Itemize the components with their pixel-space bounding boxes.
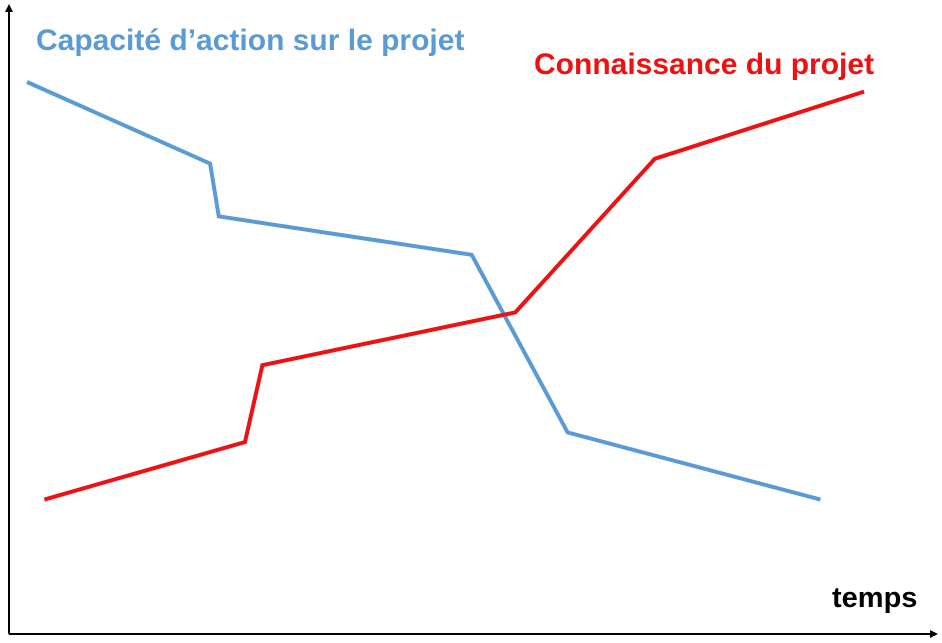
series-label-knowledge: Connaissance du projet [534,48,875,81]
series-line-knowledge [43,89,865,502]
x-axis-label: temps [832,582,918,614]
series-layer [26,80,865,502]
series-line-capacity [26,80,822,502]
series-label-capacity: Capacité d’action sur le projet [36,24,465,57]
